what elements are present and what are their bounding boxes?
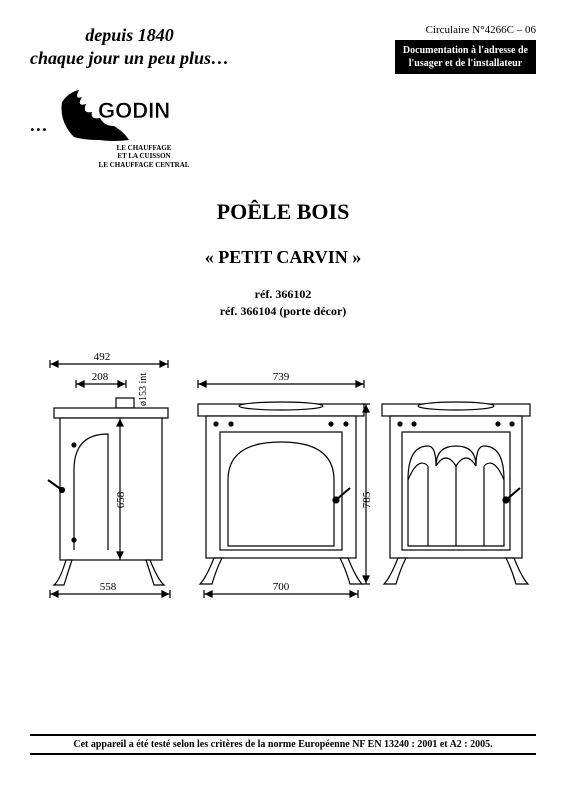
product-title: POÊLE BOIS (30, 199, 536, 225)
ref-1: réf. 366102 (30, 286, 536, 303)
leaf-logo-icon: GODIN (54, 82, 194, 150)
technical-diagrams: 492 208 ø153 int 658 (30, 350, 536, 600)
right-header: Circulaire N°4266C – 06 Documentation à … (395, 24, 536, 74)
header-row: depuis 1840 chaque jour un peu plus… Cir… (30, 24, 536, 74)
title-area: POÊLE BOIS « PETIT CARVIN » réf. 366102 … (30, 199, 536, 320)
svg-text:208: 208 (92, 371, 109, 383)
tagline-line1: depuis 1840 (30, 24, 229, 47)
ref-2: réf. 366104 (porte décor) (30, 303, 536, 320)
documentation-badge: Documentation à l'adresse de l'usager et… (395, 40, 536, 74)
logo-subtext: LE CHAUFFAGE ET LA CUISSON LE CHAUFFAGE … (94, 144, 194, 169)
front-decor-view-diagram (376, 380, 536, 600)
svg-text:558: 558 (100, 581, 117, 593)
tagline-block: depuis 1840 chaque jour un peu plus… (30, 24, 229, 71)
svg-text:GODIN: GODIN (98, 98, 170, 123)
svg-text:492: 492 (94, 351, 111, 363)
svg-text:785: 785 (361, 491, 373, 508)
logo-row: … GODIN LE CHAUFFAGE ET LA CUISSON LE CH… (30, 82, 536, 169)
blackbox-line2: l'usager et de l'installateur (409, 58, 522, 69)
svg-text:739: 739 (272, 371, 289, 383)
circulaire-number: Circulaire N°4266C – 06 (395, 24, 536, 36)
ellipsis-dots: … (30, 115, 48, 136)
side-view-diagram: 492 208 ø153 int 658 (30, 350, 185, 600)
front-view-diagram: 739 785 700 (186, 350, 376, 600)
tagline-line2: chaque jour un peu plus… (30, 47, 229, 70)
compliance-footnote: Cet appareil a été testé selon les critè… (30, 734, 536, 755)
svg-text:ø153 int: ø153 int (138, 372, 149, 405)
logo-sub2: ET LA CUISSON (94, 152, 194, 160)
logo-sub1: LE CHAUFFAGE (94, 144, 194, 152)
logo-sub3: LE CHAUFFAGE CENTRAL (94, 161, 194, 169)
product-refs: réf. 366102 réf. 366104 (porte décor) (30, 286, 536, 320)
product-subtitle: « PETIT CARVIN » (30, 247, 536, 268)
blackbox-line1: Documentation à l'adresse de (403, 45, 528, 56)
godin-logo: GODIN LE CHAUFFAGE ET LA CUISSON LE CHAU… (54, 82, 194, 169)
svg-text:658: 658 (115, 491, 127, 508)
svg-text:700: 700 (272, 581, 289, 593)
